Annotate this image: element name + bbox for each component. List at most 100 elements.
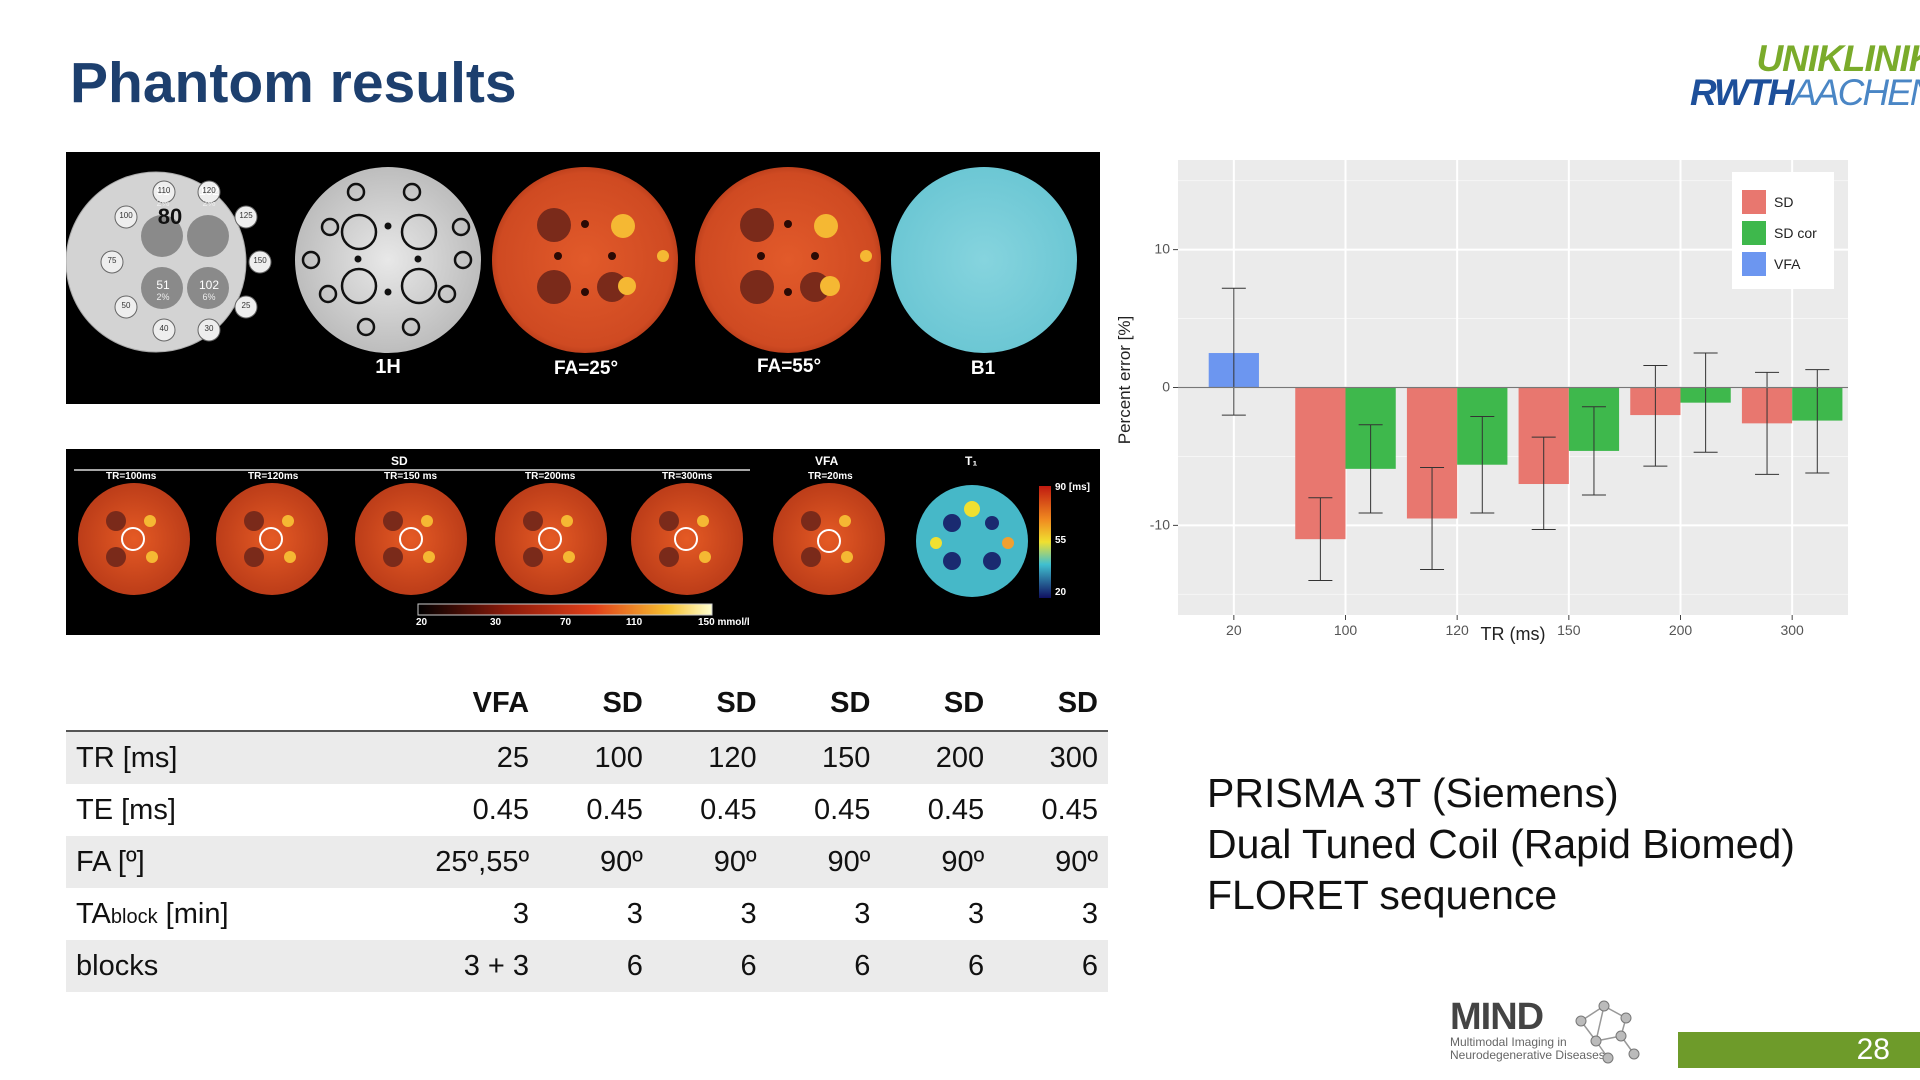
cell: 6 [539,940,653,992]
table-header: SD [652,676,767,732]
scanner-info: PRISMA 3T (Siemens) Dual Tuned Coil (Rap… [1207,768,1795,921]
concentration-colorbar [417,603,713,616]
tr-label: TR=100ms [106,471,157,482]
page-number-box: 28 [1678,1032,1920,1068]
cell: 0.45 [586,793,643,826]
legend-swatch [1742,190,1766,214]
info-line: PRISMA 3T (Siemens) [1207,770,1619,816]
legend-swatch [1742,221,1766,245]
cell: 90º [880,836,995,888]
map-outer-label: 150 [253,256,267,265]
colorbar-tick: 20 [416,617,428,628]
table-row: FA [º] 25º,55º 90º 90º 90º 90º 90º [66,836,1108,888]
map-outer-label: 25 [241,301,251,310]
phantom-images-panel: 80 51 102 51 102 2% 2% 2% 6% 110 120 125… [66,152,1100,404]
map-inner-label: 102 [199,184,220,198]
cell: 6 [880,940,995,992]
uniklinik-logo: UNIKLINIK RWTHAACHEN [1690,38,1920,111]
logo-line1: UNIKLINIK [1756,38,1920,79]
slide-title: Phantom results [70,51,517,115]
cell: 0.45 [700,793,757,826]
row-label-main: TA [76,897,111,930]
map-outer-label: 125 [239,211,253,220]
map-inner-label: 51 [156,278,170,292]
vfa-heading: VFA [815,454,839,468]
map-outer-label: 30 [204,324,214,333]
cell: 90º [994,836,1108,888]
cell: 3 [512,897,530,930]
map-inner-pct: 2% [202,198,216,208]
x-tick-label: 300 [1780,622,1804,638]
tr-label: TR=300ms [662,471,713,482]
colorbar-tick: 110 [626,617,643,628]
legend-swatch [1742,252,1766,276]
cell: 200 [880,731,995,784]
table-header: SD [994,676,1108,732]
map-inner-pct: 2% [156,292,170,302]
x-tick-label: 20 [1226,622,1242,638]
colorbar-tick: 70 [560,617,572,628]
cell: 3 [1081,897,1098,930]
t1-colorbar [1039,486,1051,598]
b1-image [891,167,1077,353]
cell: 150 [766,731,881,784]
map-outer-label: 40 [159,324,169,333]
table-header-row: VFA SD SD SD SD SD [66,676,1108,732]
row-label: TAblock [min] [66,888,361,940]
label-b1: B1 [970,358,996,379]
map-outer-label: 110 [157,186,171,195]
colorbar-tick: 150 mmol/l [698,617,750,628]
chart-ylabel: Percent error [%] [1115,316,1134,445]
cell: 6 [766,940,881,992]
legend-label: SD cor [1774,225,1817,241]
label-fa25: FA=25° [553,358,619,379]
proton-image [295,167,481,353]
tr-label: TR=200ms [525,471,576,482]
phantom-layout-map [66,171,272,353]
cell: 0.45 [927,793,985,826]
t1-maps-panel: SD VFA T₁ TR=100ms TR=120ms TR=150 ms TR… [66,449,1100,635]
mind-logo-sub: Neurodegenerative Diseases [1450,1048,1605,1062]
cell: 0.45 [1041,793,1098,826]
cell: 300 [994,731,1108,784]
label-fa55: FA=55° [756,356,822,377]
map-outer-label: 75 [107,256,117,265]
colorbar-tick: 30 [490,617,502,628]
mind-logo-name: MIND [1450,996,1544,1038]
map-center-label: 80 [157,204,183,229]
cell: 120 [652,731,767,784]
cell: 25 [361,731,540,784]
t1-scale-tick: 20 [1055,587,1067,598]
table-row: TR [ms] 25 100 120 150 200 300 [66,731,1108,784]
tr-label: TR=150 ms [384,471,438,482]
cell: 0.45 [813,793,871,826]
x-tick-label: 150 [1557,622,1581,638]
map-inner-pct: 2% [156,198,170,208]
table-header [66,676,362,732]
cell: 6 [652,940,767,992]
fa55-image [695,167,881,353]
row-label: FA [º] [66,836,362,888]
table-header: SD [539,676,653,732]
network-icon [1575,1000,1640,1064]
row-label-tail: [min] [157,897,229,930]
logo-line2: RWTHAACHEN [1690,74,1920,111]
table-header: SD [880,676,995,732]
legend-label: SD [1774,194,1793,210]
page-number: 28 [1856,1033,1890,1066]
cell: 90º [766,836,881,888]
mind-logo-sub: Multimodal Imaging in [1450,1035,1567,1049]
cell: 6 [994,940,1108,992]
cell: 3 + 3 [361,940,540,992]
logo-rwth: RWTH [1690,72,1794,114]
chart-xlabel: TR (ms) [1481,624,1546,644]
logo-aachen: AACHEN [1792,72,1920,114]
cell: 3 [854,897,871,930]
label-1h: 1H [375,356,401,378]
map-outer-label: 50 [121,301,131,310]
t1-maps [74,469,1051,616]
sd-heading: SD [391,454,408,468]
y-tick-label: 0 [1162,379,1170,395]
cell: 0.45 [472,793,530,826]
